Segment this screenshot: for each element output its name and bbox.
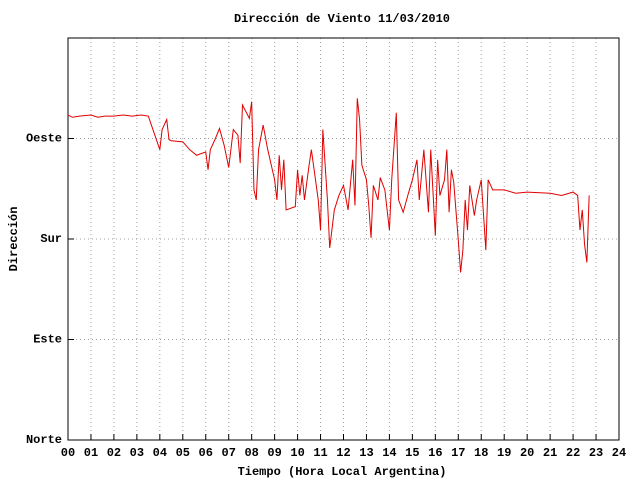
- x-tick-label: 20: [520, 446, 534, 460]
- x-tick-label: 18: [474, 446, 488, 460]
- x-tick-label: 09: [267, 446, 281, 460]
- x-tick-label: 14: [382, 446, 396, 460]
- x-tick-label: 19: [497, 446, 511, 460]
- x-tick-label: 24: [612, 446, 626, 460]
- x-tick-label: 12: [336, 446, 350, 460]
- x-tick-label: 07: [222, 446, 236, 460]
- x-tick-label: 13: [359, 446, 373, 460]
- x-tick-label: 15: [405, 446, 419, 460]
- y-tick-label: Norte: [26, 433, 62, 447]
- x-tick-label: 06: [199, 446, 213, 460]
- y-tick-label: Oeste: [26, 132, 62, 146]
- x-tick-label: 21: [543, 446, 557, 460]
- x-tick-label: 10: [290, 446, 304, 460]
- x-axis-label: Tiempo (Hora Local Argentina): [238, 465, 447, 479]
- x-tick-label: 02: [107, 446, 121, 460]
- plot-border: [67, 37, 620, 441]
- y-axis-label: Dirección: [7, 207, 21, 272]
- y-tick-label: Sur: [40, 232, 62, 246]
- y-tick-label: Este: [33, 333, 62, 347]
- x-tick-label: 04: [153, 446, 167, 460]
- chart-title: Dirección de Viento 11/03/2010: [234, 12, 450, 26]
- x-tick-label: 22: [566, 446, 580, 460]
- x-tick-label: 17: [451, 446, 465, 460]
- data-line: [67, 98, 590, 273]
- x-tick-label: 23: [589, 446, 603, 460]
- x-tick-label: 00: [61, 446, 75, 460]
- x-tick-label: 05: [176, 446, 190, 460]
- x-tick-label: 01: [84, 446, 98, 460]
- x-tick-label: 03: [130, 446, 144, 460]
- x-tick-label: 11: [313, 446, 327, 460]
- x-tick-label: 08: [244, 446, 258, 460]
- x-tick-label: 16: [428, 446, 442, 460]
